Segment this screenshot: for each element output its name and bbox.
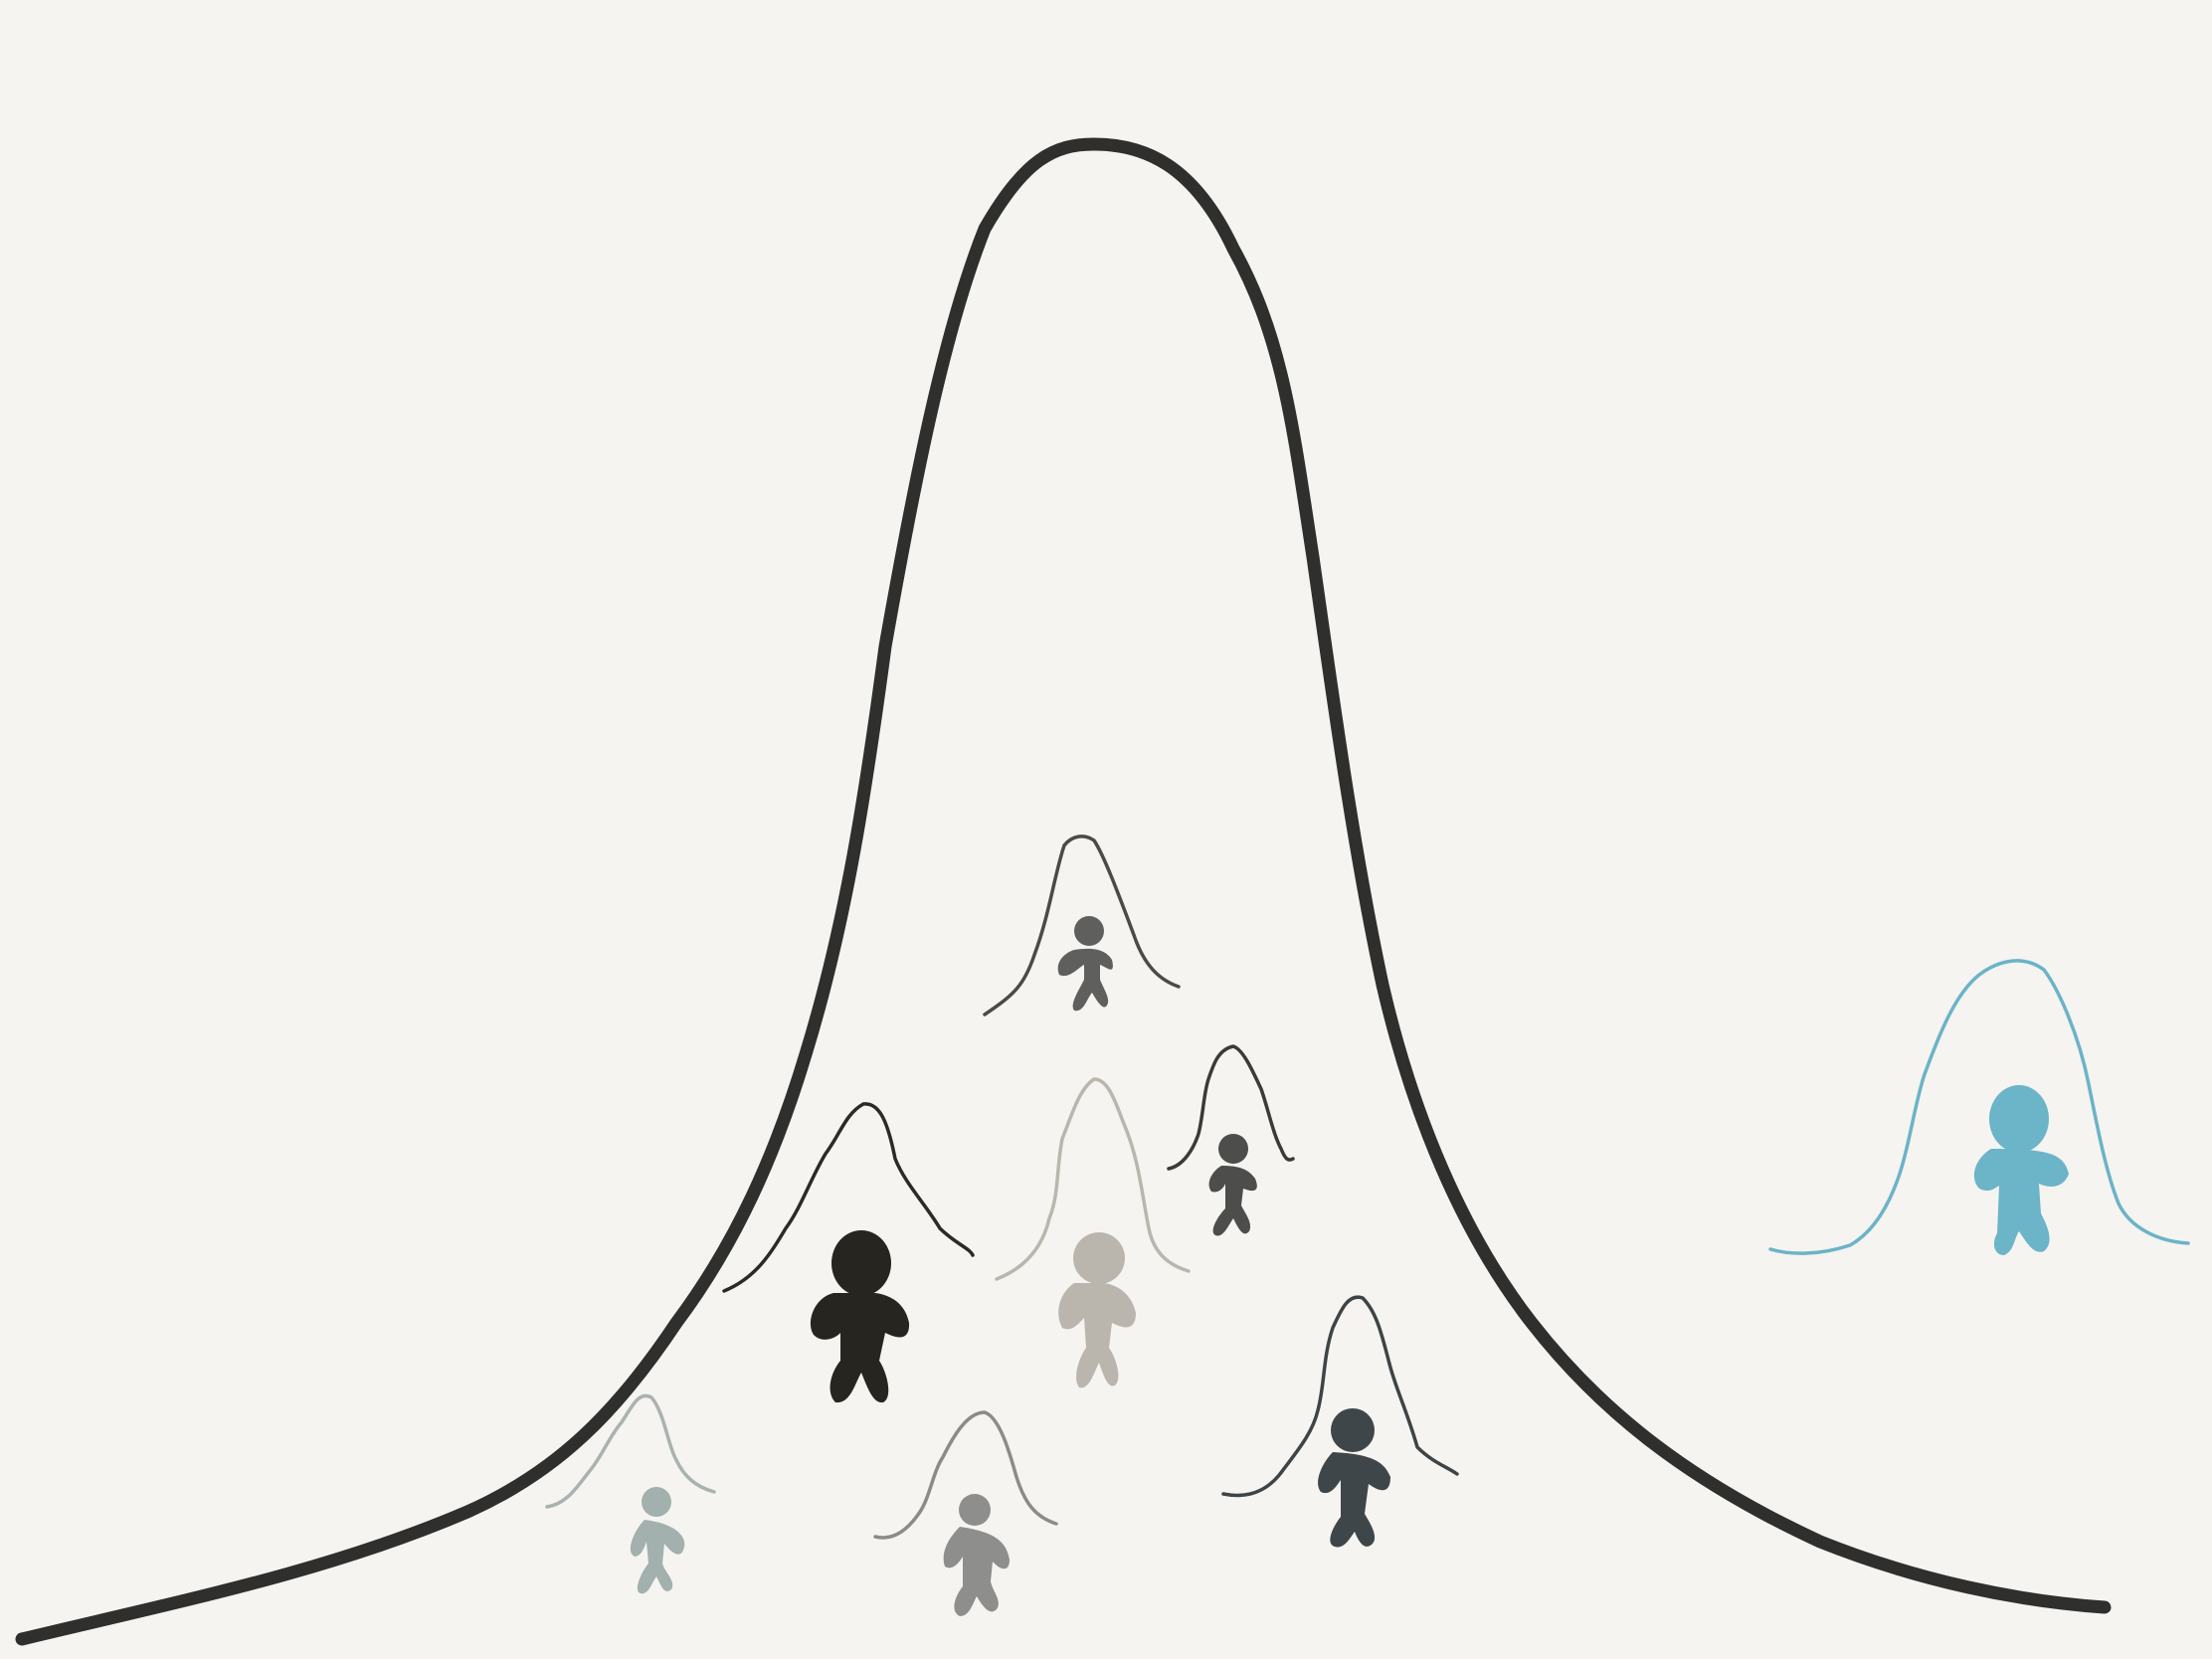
small-bell-curve-icon xyxy=(873,1410,1058,1540)
small-bell-curve-icon xyxy=(722,1102,975,1293)
figure-lower-center xyxy=(873,1410,1058,1616)
small-bell-curve-icon xyxy=(1768,959,2190,1255)
figure-middle-pale xyxy=(995,1077,1191,1388)
person-icon xyxy=(1057,916,1113,1012)
small-bell-curve-icon xyxy=(1167,1044,1295,1171)
figure-top-center xyxy=(983,834,1181,1016)
person-icon xyxy=(943,1494,1010,1616)
figure-outlier xyxy=(1768,959,2190,1255)
figure-left-big xyxy=(722,1102,975,1403)
small-bell-curve-icon xyxy=(1221,1295,1459,1498)
person-icon xyxy=(630,1487,685,1594)
figure-lower-right xyxy=(1221,1295,1459,1548)
person-icon xyxy=(1058,1232,1136,1388)
person-icon xyxy=(1318,1408,1390,1548)
main-bell-curve-icon xyxy=(15,137,2112,1646)
small-bell-curve-icon xyxy=(545,1393,716,1509)
small-bell-curve-icon xyxy=(983,834,1181,1016)
person-icon xyxy=(1973,1085,2069,1255)
small-bell-curve-icon xyxy=(995,1077,1191,1281)
person-icon xyxy=(1208,1134,1257,1236)
figure-middle-right xyxy=(1167,1044,1295,1236)
figure-lower-left xyxy=(545,1393,716,1594)
person-icon xyxy=(810,1230,910,1403)
